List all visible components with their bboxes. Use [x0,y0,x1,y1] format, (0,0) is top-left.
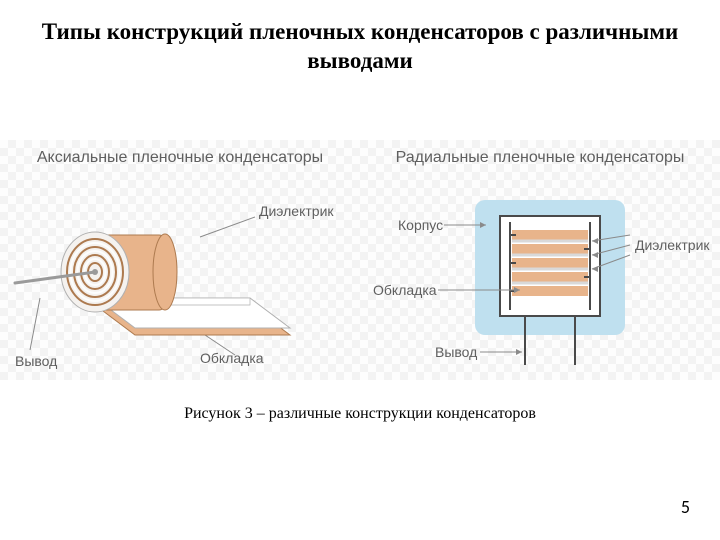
label-radial-dielectric: Диэлектрик [635,237,710,253]
panel-radial-title: Радиальные пленочные конденсаторы [360,148,720,167]
page-number: 5 [681,496,690,518]
figure-caption: Рисунок 3 – различные конструкции конден… [0,405,720,423]
label-axial-plate: Обкладка [200,350,264,366]
label-radial-case: Корпус [398,217,443,233]
page-title: Типы конструкций пленочных конденсаторов… [40,18,680,76]
panel-axial-title: Аксиальные пленочные конденсаторы [0,148,360,167]
figure-area: Аксиальные пленочные конденсаторы [0,140,720,380]
label-radial-plate: Обкладка [373,282,437,298]
label-radial-lead: Вывод [435,344,477,360]
axial-diagram [0,140,360,380]
label-axial-dielectric: Диэлектрик [259,203,334,219]
panel-axial: Аксиальные пленочные конденсаторы [0,140,360,380]
slide-root: Типы конструкций пленочных конденсаторов… [0,0,720,540]
label-axial-lead: Вывод [15,353,57,369]
panel-radial: Радиальные пленочные конденсаторы [360,140,720,380]
radial-diagram [360,140,720,380]
